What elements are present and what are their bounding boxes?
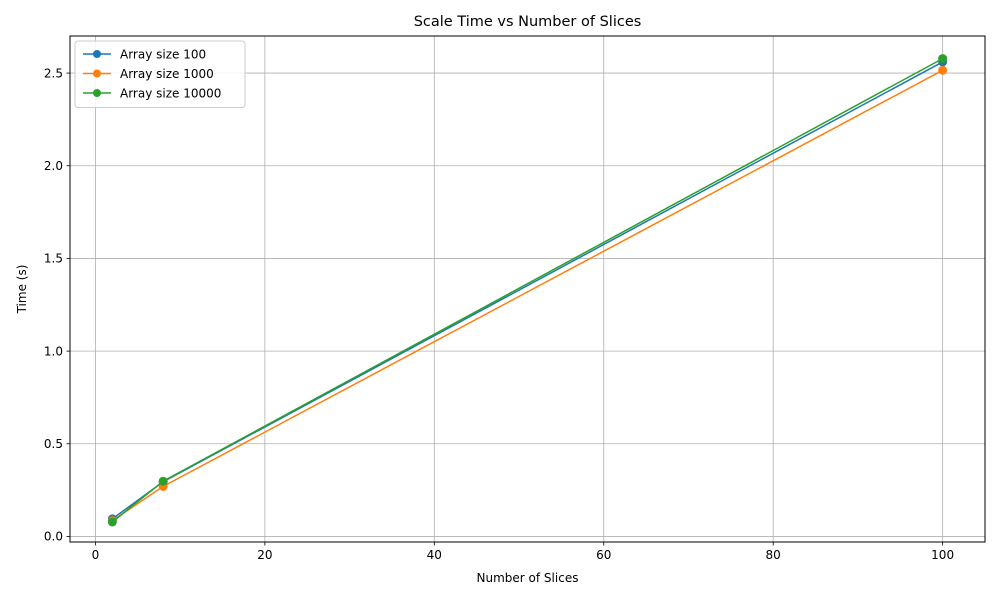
data-point — [938, 54, 948, 64]
legend: Array size 100 Array size 1000 Array size … — [74, 40, 246, 108]
legend-label: Array size 10000 — [120, 86, 221, 100]
y-tick-label: 1.5 — [44, 252, 63, 266]
chart-title: Scale Time vs Number of Slices — [414, 14, 642, 30]
legend-label: Array size 1000 — [120, 67, 214, 81]
series-group — [107, 57, 948, 524]
x-tick-label: 80 — [766, 548, 781, 562]
y-axis-label: Time (s) — [15, 265, 29, 315]
y-tick-label: 2.0 — [44, 159, 63, 173]
y-tick-label: 0.5 — [44, 437, 63, 451]
data-point — [107, 517, 117, 527]
legend-box — [74, 40, 246, 108]
series-layer — [107, 54, 948, 527]
y-tick-label: 1.0 — [44, 344, 63, 358]
x-tick-label: 100 — [931, 548, 954, 562]
series-group — [107, 65, 948, 526]
x-tick-label: 20 — [257, 548, 272, 562]
legend-marker — [93, 50, 101, 58]
series-line — [111, 57, 943, 523]
y-tick-label: 0.0 — [44, 530, 63, 544]
legend-label: Array size 100 — [120, 47, 206, 61]
x-tick-label: 0 — [92, 548, 100, 562]
x-tick-label: 40 — [427, 548, 442, 562]
grid-layer — [70, 36, 985, 542]
series-line — [111, 61, 943, 520]
legend-marker — [93, 89, 101, 97]
series-group — [107, 54, 948, 527]
y-tick-label: 2.5 — [44, 66, 63, 80]
ticks-layer: 0 20 40 60 80 100 0.0 0.5 1.0 1.5 2.0 2.5 — [44, 66, 954, 562]
data-point — [158, 476, 168, 486]
plot-frame — [69, 35, 986, 543]
x-axis-label: Number of Slices — [477, 571, 579, 585]
series-line — [111, 69, 943, 522]
legend-marker — [93, 69, 101, 78]
data-point — [938, 65, 948, 75]
x-tick-label: 60 — [596, 548, 611, 562]
